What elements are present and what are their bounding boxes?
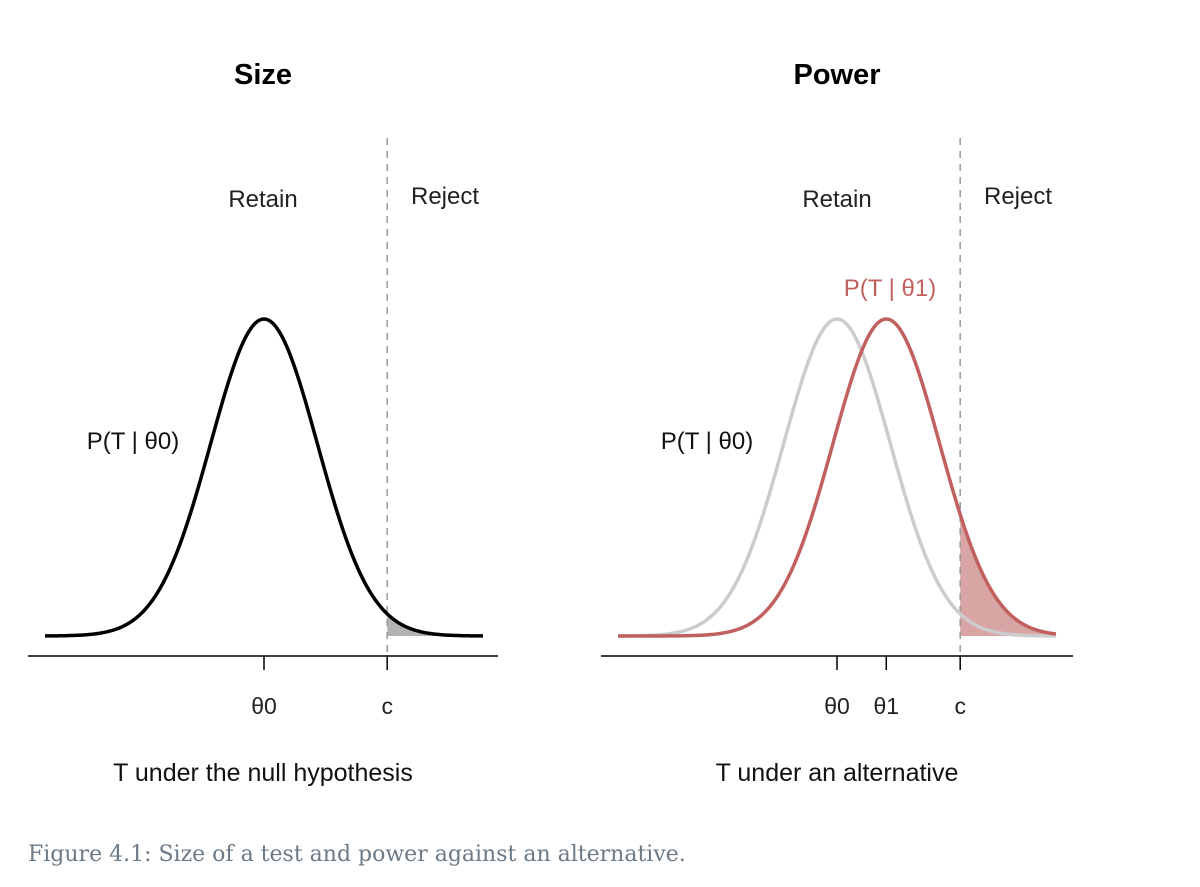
size-retain-label: Retain — [228, 186, 297, 213]
power-tick-label-theta1: θ1 — [873, 693, 899, 719]
size-reject-label: Reject — [411, 183, 479, 210]
size-panel-title: Size — [234, 59, 292, 91]
figure-panels: Size Retain Reject P(T | θ0) θ0 c T unde… — [28, 59, 1073, 787]
power-x-axis-label: T under an alternative — [716, 759, 959, 787]
size-x-axis-label: T under the null hypothesis — [113, 759, 413, 787]
size-tick-label-c: c — [381, 693, 393, 719]
power-tick-label-c: c — [954, 693, 966, 719]
power-rejection-area — [960, 514, 1056, 636]
power-retain-label: Retain — [802, 186, 871, 213]
power-null-density-curve — [617, 317, 1057, 638]
power-alternative-density-curve — [618, 317, 1057, 638]
size-null-density-curve — [44, 317, 484, 638]
power-tick-label-theta0: θ0 — [824, 693, 850, 719]
size-tick-label-theta0: θ0 — [251, 693, 277, 719]
power-null-density-label: P(T | θ0) — [661, 428, 753, 455]
power-alternative-density-label: P(T | θ1) — [844, 275, 936, 302]
figure-caption: Figure 4.1: Size of a test and power aga… — [28, 842, 686, 867]
power-reject-label: Reject — [984, 183, 1052, 210]
size-panel: Size Retain Reject P(T | θ0) θ0 c T unde… — [28, 59, 498, 787]
power-panel-title: Power — [793, 59, 880, 91]
power-panel: Power Retain Reject P(T | θ0) P(T | θ1) … — [601, 59, 1073, 787]
size-null-density-label: P(T | θ0) — [87, 428, 179, 455]
